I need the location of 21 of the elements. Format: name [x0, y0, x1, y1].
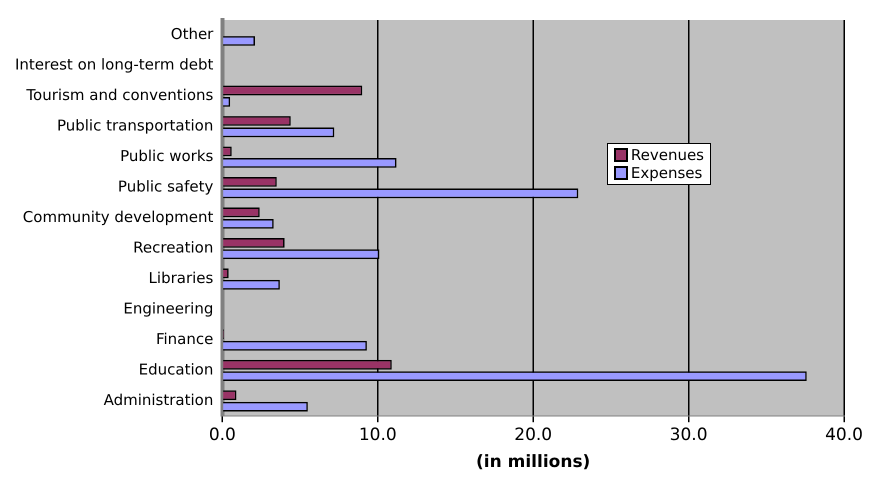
x-tick-label: 30.0 — [670, 424, 708, 445]
y-tick-label: Engineering — [123, 299, 214, 318]
y-tick-label: Administration — [104, 390, 214, 409]
x-tick-label: 20.0 — [514, 424, 552, 445]
legend-label: Expenses — [630, 164, 702, 182]
x-axis-title: (in millions) — [476, 452, 590, 472]
y-tick-label: Tourism and conventions — [25, 86, 214, 104]
y-tick-label: Public works — [120, 147, 214, 166]
x-tick-label: 40.0 — [825, 424, 863, 445]
y-tick-label: Libraries — [148, 268, 214, 287]
y-tick-label: Public safety — [118, 178, 214, 196]
y-tick-label: Community development — [22, 208, 214, 226]
y-tick-label: Recreation — [133, 238, 214, 256]
x-tick-label: 10.0 — [358, 424, 397, 445]
y-tick-label: Education — [138, 360, 214, 378]
x-tick-label: 0.0 — [208, 424, 236, 445]
legend-label: Revenues — [630, 146, 704, 164]
y-tick-label: Finance — [156, 330, 214, 348]
y-tick-label: Interest on long-term debt — [14, 56, 214, 74]
y-tick-label: Other — [170, 25, 214, 44]
y-tick-label: Public transportation — [56, 116, 214, 135]
